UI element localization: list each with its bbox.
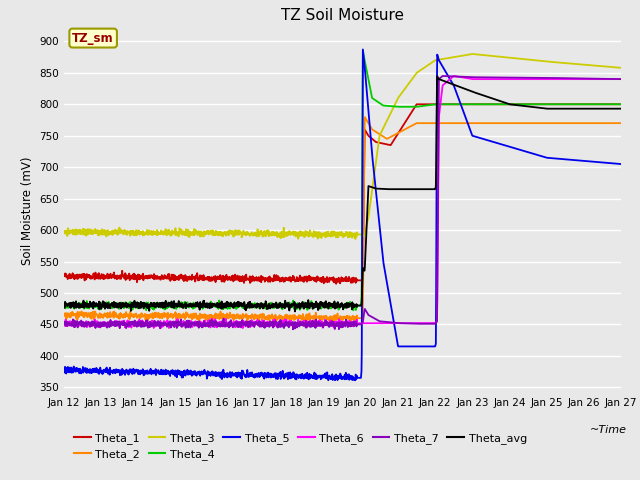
Line: Theta_6: Theta_6 <box>64 76 621 328</box>
Theta_6 <box>165 325 173 331</box>
Theta_5 <box>60 366 68 372</box>
Theta_5 <box>88 368 96 374</box>
Theta_7 <box>60 319 68 325</box>
Theta_1 <box>617 101 625 107</box>
Legend: Theta_1, Theta_2, Theta_3, Theta_4, Theta_5, Theta_6, Theta_7, Theta_avg: Theta_1, Theta_2, Theta_3, Theta_4, Thet… <box>70 428 531 465</box>
Theta_3 <box>331 231 339 237</box>
Line: Theta_1: Theta_1 <box>64 104 621 284</box>
Theta_6 <box>499 76 507 82</box>
Theta_avg <box>602 106 609 111</box>
Theta_5 <box>351 377 359 383</box>
Theta_7 <box>617 76 625 82</box>
Theta_2 <box>88 311 96 317</box>
Theta_avg <box>617 106 625 111</box>
Theta_3 <box>601 63 609 69</box>
Theta_avg <box>331 306 339 312</box>
Text: TZ_sm: TZ_sm <box>72 32 114 45</box>
Theta_avg <box>60 302 68 308</box>
Line: Theta_7: Theta_7 <box>64 76 621 329</box>
Theta_4 <box>499 101 507 107</box>
Theta_5 <box>602 160 609 166</box>
Theta_avg <box>88 300 96 306</box>
Theta_7 <box>88 323 96 328</box>
Theta_4 <box>602 101 609 107</box>
Theta_7 <box>499 74 507 80</box>
Theta_4 <box>316 303 324 309</box>
Theta_7 <box>601 76 609 82</box>
Theta_2 <box>331 312 339 318</box>
Theta_4 <box>60 302 68 308</box>
Text: ~Time: ~Time <box>589 425 627 434</box>
Theta_avg <box>601 106 609 111</box>
Theta_5 <box>601 160 609 166</box>
Theta_7 <box>439 73 447 79</box>
Line: Theta_2: Theta_2 <box>64 117 621 323</box>
Theta_1 <box>332 281 340 287</box>
Theta_2 <box>331 320 339 325</box>
Theta_1 <box>331 276 339 282</box>
Theta_1 <box>602 101 609 107</box>
Theta_6 <box>316 322 324 327</box>
Theta_5 <box>316 372 324 378</box>
Theta_4 <box>331 303 339 309</box>
Theta_1 <box>88 274 96 280</box>
Theta_4 <box>617 101 625 107</box>
Theta_1 <box>499 101 507 107</box>
Theta_5 <box>331 372 339 378</box>
Theta_5 <box>359 47 367 52</box>
Title: TZ Soil Moisture: TZ Soil Moisture <box>281 9 404 24</box>
Theta_7 <box>331 323 339 328</box>
Theta_5 <box>617 161 625 167</box>
Theta_avg <box>433 73 441 79</box>
Theta_1 <box>316 276 324 282</box>
Theta_3 <box>351 236 359 242</box>
Theta_avg <box>316 299 324 305</box>
Y-axis label: Soil Moisture (mV): Soil Moisture (mV) <box>21 157 34 265</box>
Theta_3 <box>88 230 96 236</box>
Theta_2 <box>601 120 609 126</box>
Theta_7 <box>316 323 324 329</box>
Theta_6 <box>617 76 625 82</box>
Theta_6 <box>88 321 96 327</box>
Theta_3 <box>617 65 625 71</box>
Theta_6 <box>331 322 339 327</box>
Theta_6 <box>602 76 609 82</box>
Theta_6 <box>601 76 609 82</box>
Theta_2 <box>361 114 369 120</box>
Theta_2 <box>60 312 68 317</box>
Line: Theta_3: Theta_3 <box>64 54 621 239</box>
Theta_6 <box>450 73 458 79</box>
Line: Theta_5: Theta_5 <box>64 49 621 380</box>
Theta_avg <box>499 99 507 105</box>
Theta_2 <box>499 120 507 126</box>
Theta_1 <box>413 101 420 107</box>
Theta_4 <box>88 302 96 308</box>
Theta_4 <box>601 101 609 107</box>
Theta_2 <box>617 120 625 126</box>
Theta_3 <box>499 54 507 60</box>
Line: Theta_4: Theta_4 <box>64 51 621 310</box>
Theta_1 <box>60 272 68 278</box>
Theta_3 <box>468 51 476 57</box>
Theta_3 <box>60 230 68 236</box>
Theta_4 <box>359 48 367 54</box>
Theta_7 <box>289 326 297 332</box>
Theta_7 <box>602 76 609 82</box>
Theta_6 <box>60 322 68 328</box>
Theta_2 <box>602 120 609 126</box>
Theta_3 <box>602 63 609 69</box>
Line: Theta_avg: Theta_avg <box>64 76 621 312</box>
Theta_2 <box>316 314 324 320</box>
Theta_5 <box>499 142 507 148</box>
Theta_1 <box>601 101 609 107</box>
Theta_4 <box>349 307 357 313</box>
Theta_3 <box>316 232 324 238</box>
Theta_avg <box>291 309 299 314</box>
